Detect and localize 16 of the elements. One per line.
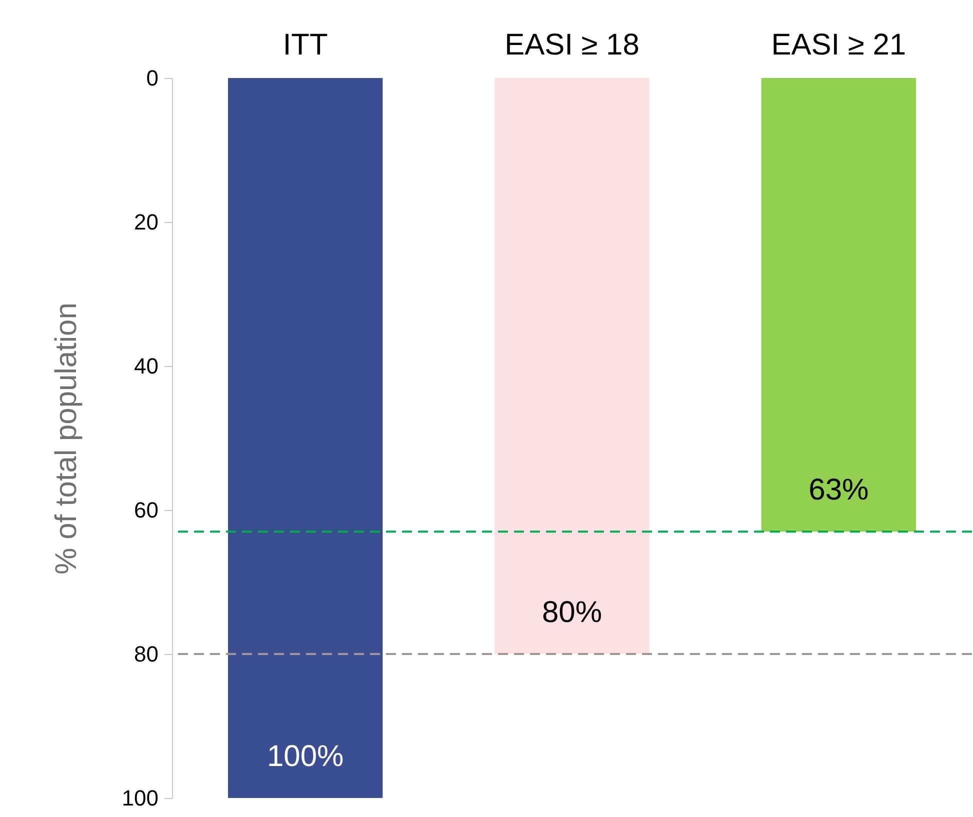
y-tick-label: 60	[134, 498, 158, 522]
y-tick-label: 0	[146, 66, 158, 90]
bar	[494, 78, 650, 654]
data-label: 100%	[266, 740, 344, 773]
x-tick-label: EASI ≥ 21	[771, 28, 906, 62]
y-tick-label: 100	[122, 786, 158, 810]
y-tick-label: 80	[134, 642, 158, 666]
data-label: 63%	[808, 474, 869, 507]
bar	[228, 78, 383, 798]
y-axis-title: % of total population	[50, 302, 83, 574]
y-tick-label: 40	[134, 354, 158, 378]
x-tick-label: ITT	[282, 28, 328, 62]
y-tick-label: 20	[134, 210, 158, 234]
bar	[761, 78, 916, 532]
x-tick-label: EASI ≥ 18	[504, 28, 640, 62]
data-label: 80%	[542, 596, 602, 629]
